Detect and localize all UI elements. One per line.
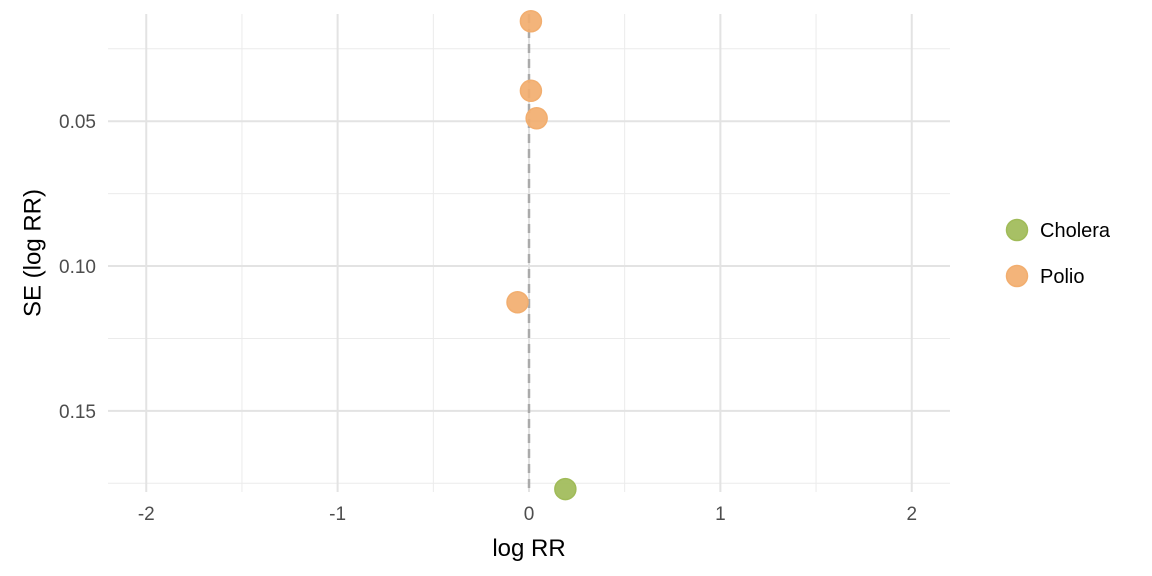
y-axis-title: SE (log RR) xyxy=(19,189,46,317)
legend-label-polio: Polio xyxy=(1040,266,1084,288)
data-point-polio xyxy=(519,9,543,33)
legend-key-cholera xyxy=(1005,218,1029,242)
y-axis-tick-labels: 0.05 0.10 0.15 xyxy=(59,112,96,423)
x-tick-label: 2 xyxy=(906,504,917,525)
x-tick-label: 1 xyxy=(715,504,726,525)
x-tick-label: -2 xyxy=(138,504,155,525)
x-axis-title: log RR xyxy=(492,535,565,562)
data-point-polio xyxy=(525,107,548,130)
data-point-cholera xyxy=(554,477,577,501)
x-tick-label: -1 xyxy=(329,504,346,525)
x-axis-tick-labels: -2 -1 0 1 2 xyxy=(138,504,917,525)
y-tick-label: 0.10 xyxy=(59,257,96,278)
legend-key-polio xyxy=(1005,264,1029,288)
data-point-polio xyxy=(519,79,543,103)
data-points xyxy=(506,9,577,501)
x-tick-label: 0 xyxy=(524,504,535,525)
y-tick-label: 0.15 xyxy=(59,402,96,423)
data-point-polio xyxy=(506,290,529,314)
legend: Cholera Polio xyxy=(1005,218,1111,288)
y-tick-label: 0.05 xyxy=(59,112,96,133)
legend-label-cholera: Cholera xyxy=(1040,220,1111,242)
